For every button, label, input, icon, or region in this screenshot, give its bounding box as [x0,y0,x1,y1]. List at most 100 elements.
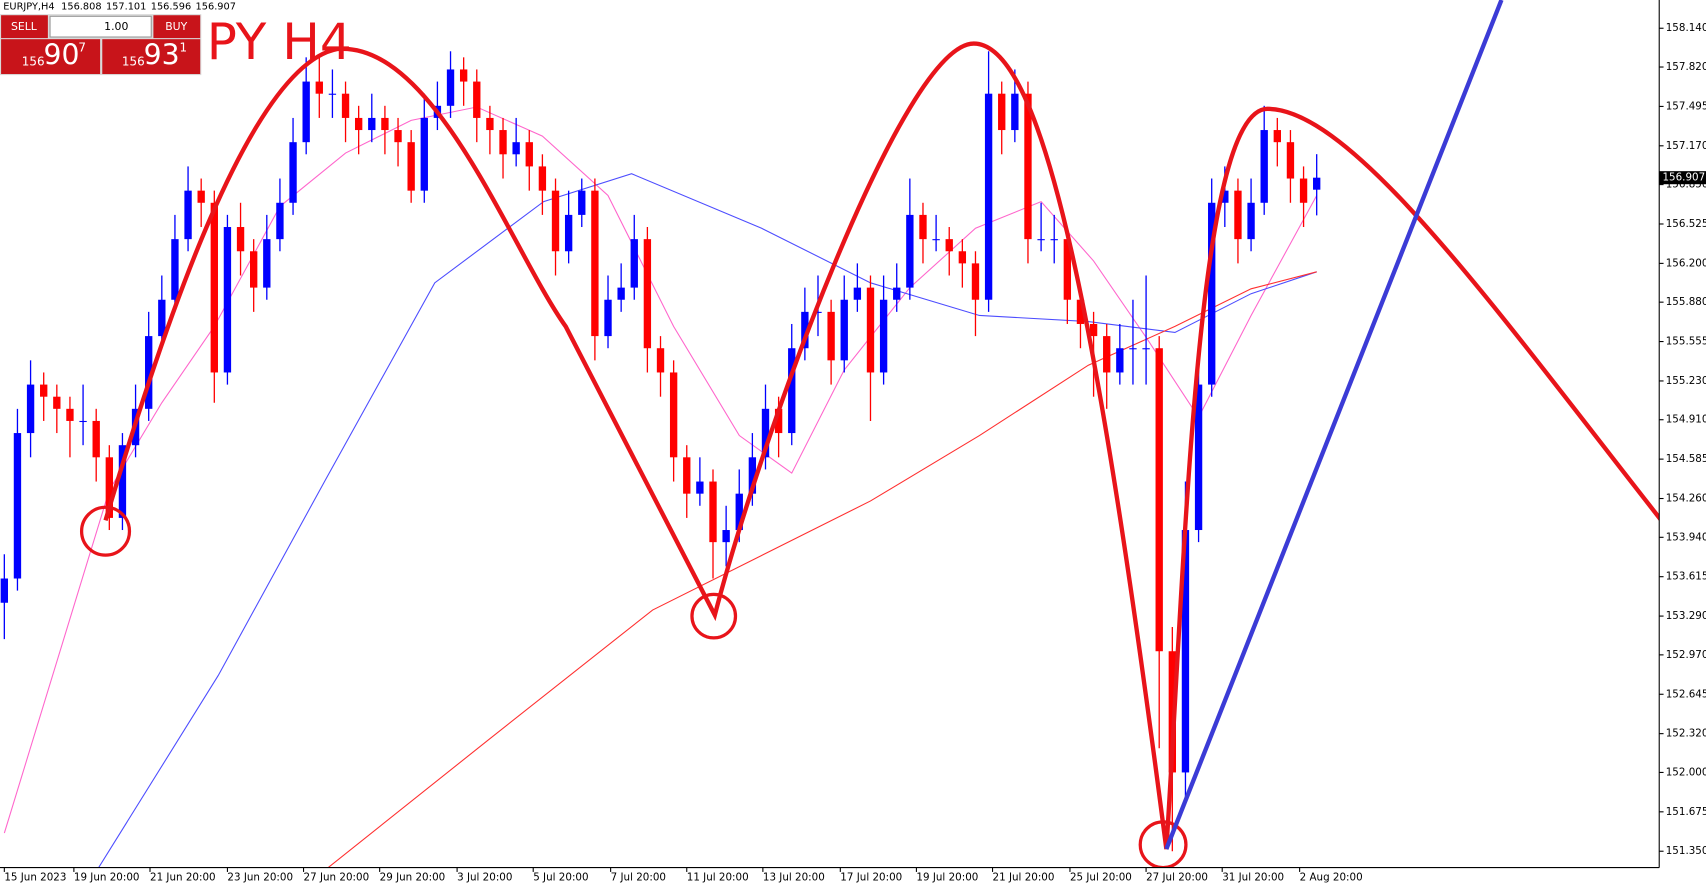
overlay-label: PY H4 [207,13,352,71]
candle-body [1142,348,1150,350]
x-tick-label: 31 Jul 20:00 [1222,871,1284,883]
ask-pips: 93 [144,39,180,72]
candle-body [118,445,127,518]
candle-body [696,481,704,494]
sell-label: SELL [11,20,37,33]
y-tick-label: 155.230 [1666,375,1706,387]
candle-body [840,299,848,361]
candle-body [394,130,402,143]
y-tick-label: 153.290 [1666,610,1706,622]
candle-body [551,190,560,252]
candle-body [486,117,494,131]
header-value: 157.101 [106,2,146,13]
y-tick-label: 151.675 [1666,806,1706,818]
candle-body [446,69,455,106]
pattern-circle [1138,820,1188,868]
y-tick-label: 156.200 [1666,257,1706,269]
y-tick-label: 155.880 [1666,296,1706,308]
candle-body [879,299,888,373]
candle-body [1181,530,1190,773]
candle-body [748,457,757,494]
y-tick-label: 153.615 [1666,571,1706,583]
x-tick-label: 19 Jul 20:00 [916,871,978,883]
lot-field[interactable] [49,15,152,38]
candle-body [984,93,993,300]
trend-line [1164,0,1504,850]
candle-body [289,142,297,203]
candle-body [0,578,9,603]
candle-body [643,239,652,349]
ask-big: 156 [122,55,145,69]
candle-body [958,251,967,264]
y-tick-label: 157.170 [1666,140,1706,152]
moving-average [97,173,1317,868]
candle-body [66,408,74,421]
y-tick-label: 154.260 [1666,493,1706,505]
x-tick-label: 29 Jun 20:00 [380,871,446,883]
symbol-header: EURJPY,H4 156.808 157.101 156.596 156.907 [3,2,236,13]
candle-body [801,311,809,349]
x-tick-label: 21 Jun 20:00 [150,871,216,883]
candle-body [525,142,533,167]
candle-body [250,251,258,288]
annotations [79,0,1660,868]
candle-body [1286,142,1295,179]
candle-body [1116,348,1124,373]
candle-body [499,130,507,155]
lot-value: 1.00 [104,20,128,33]
bid-box[interactable] [1,39,101,75]
candle-body [1024,93,1032,240]
candle-body [512,142,520,155]
candle-body [906,214,914,288]
x-tick-label: 2 Aug 20:00 [1300,871,1363,883]
candle-body [827,311,835,361]
candle-body [788,348,796,434]
candle-body [591,190,599,337]
candle-body [564,214,573,252]
candle-body [1260,130,1268,203]
x-tick-label: 23 Jun 20:00 [227,871,293,883]
candle-body [538,166,547,191]
y-tick-label: 157.820 [1666,61,1706,73]
candle-body [669,372,678,458]
sell-button[interactable] [1,15,48,39]
candle-body [709,481,717,543]
candle-body [315,81,323,94]
candle-body [354,117,363,131]
y-tick-label: 152.320 [1666,728,1706,740]
candle-body [1221,190,1229,203]
x-tick-label: 5 Jul 20:00 [533,871,588,883]
candle-body [1247,202,1255,240]
candle-body [814,311,822,313]
y-tick-label: 153.940 [1666,531,1706,543]
bid-point: 7 [78,40,86,54]
candle-body [722,530,730,543]
candle-body [578,190,586,215]
candle-body [328,93,337,95]
candle-body [683,457,691,494]
candle-body [1155,348,1163,652]
candle-body [893,287,901,300]
candle-body [145,336,153,409]
price-marker [1659,171,1706,185]
moving-average [3,106,1318,834]
candle-body [158,299,166,337]
symbol: EURJPY,H4 [3,2,54,13]
candle-body [656,348,665,373]
candle-body [1313,177,1321,190]
ask-box[interactable] [102,39,201,75]
candle-body [40,384,48,397]
plot-area [0,51,1321,868]
y-tick-label: 158.140 [1666,22,1706,34]
candle-body [853,287,862,300]
candle-body [197,190,205,203]
candle-body [26,384,35,434]
buy-button[interactable] [153,15,201,39]
candle-body [1299,178,1308,203]
candle-body [1273,130,1281,143]
buy-label: BUY [165,20,187,33]
y-tick-label: 155.555 [1666,336,1706,348]
